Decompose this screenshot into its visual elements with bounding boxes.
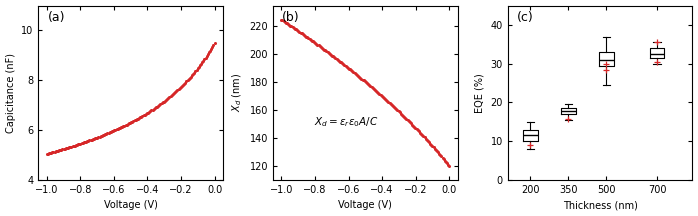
Y-axis label: EQE (%): EQE (%)	[475, 73, 485, 113]
Y-axis label: Capicitance (nF): Capicitance (nF)	[6, 53, 15, 133]
X-axis label: Voltage (V): Voltage (V)	[104, 200, 158, 210]
X-axis label: Thickness (nm): Thickness (nm)	[563, 200, 637, 210]
X-axis label: Voltage (V): Voltage (V)	[339, 200, 392, 210]
Text: (a): (a)	[47, 11, 65, 24]
Text: $X_d = \varepsilon_r\varepsilon_0A/C$: $X_d = \varepsilon_r\varepsilon_0A/C$	[313, 116, 378, 129]
Y-axis label: $X_d$ (nm): $X_d$ (nm)	[230, 73, 244, 112]
Text: (b): (b)	[282, 11, 300, 24]
Text: (c): (c)	[517, 11, 534, 24]
